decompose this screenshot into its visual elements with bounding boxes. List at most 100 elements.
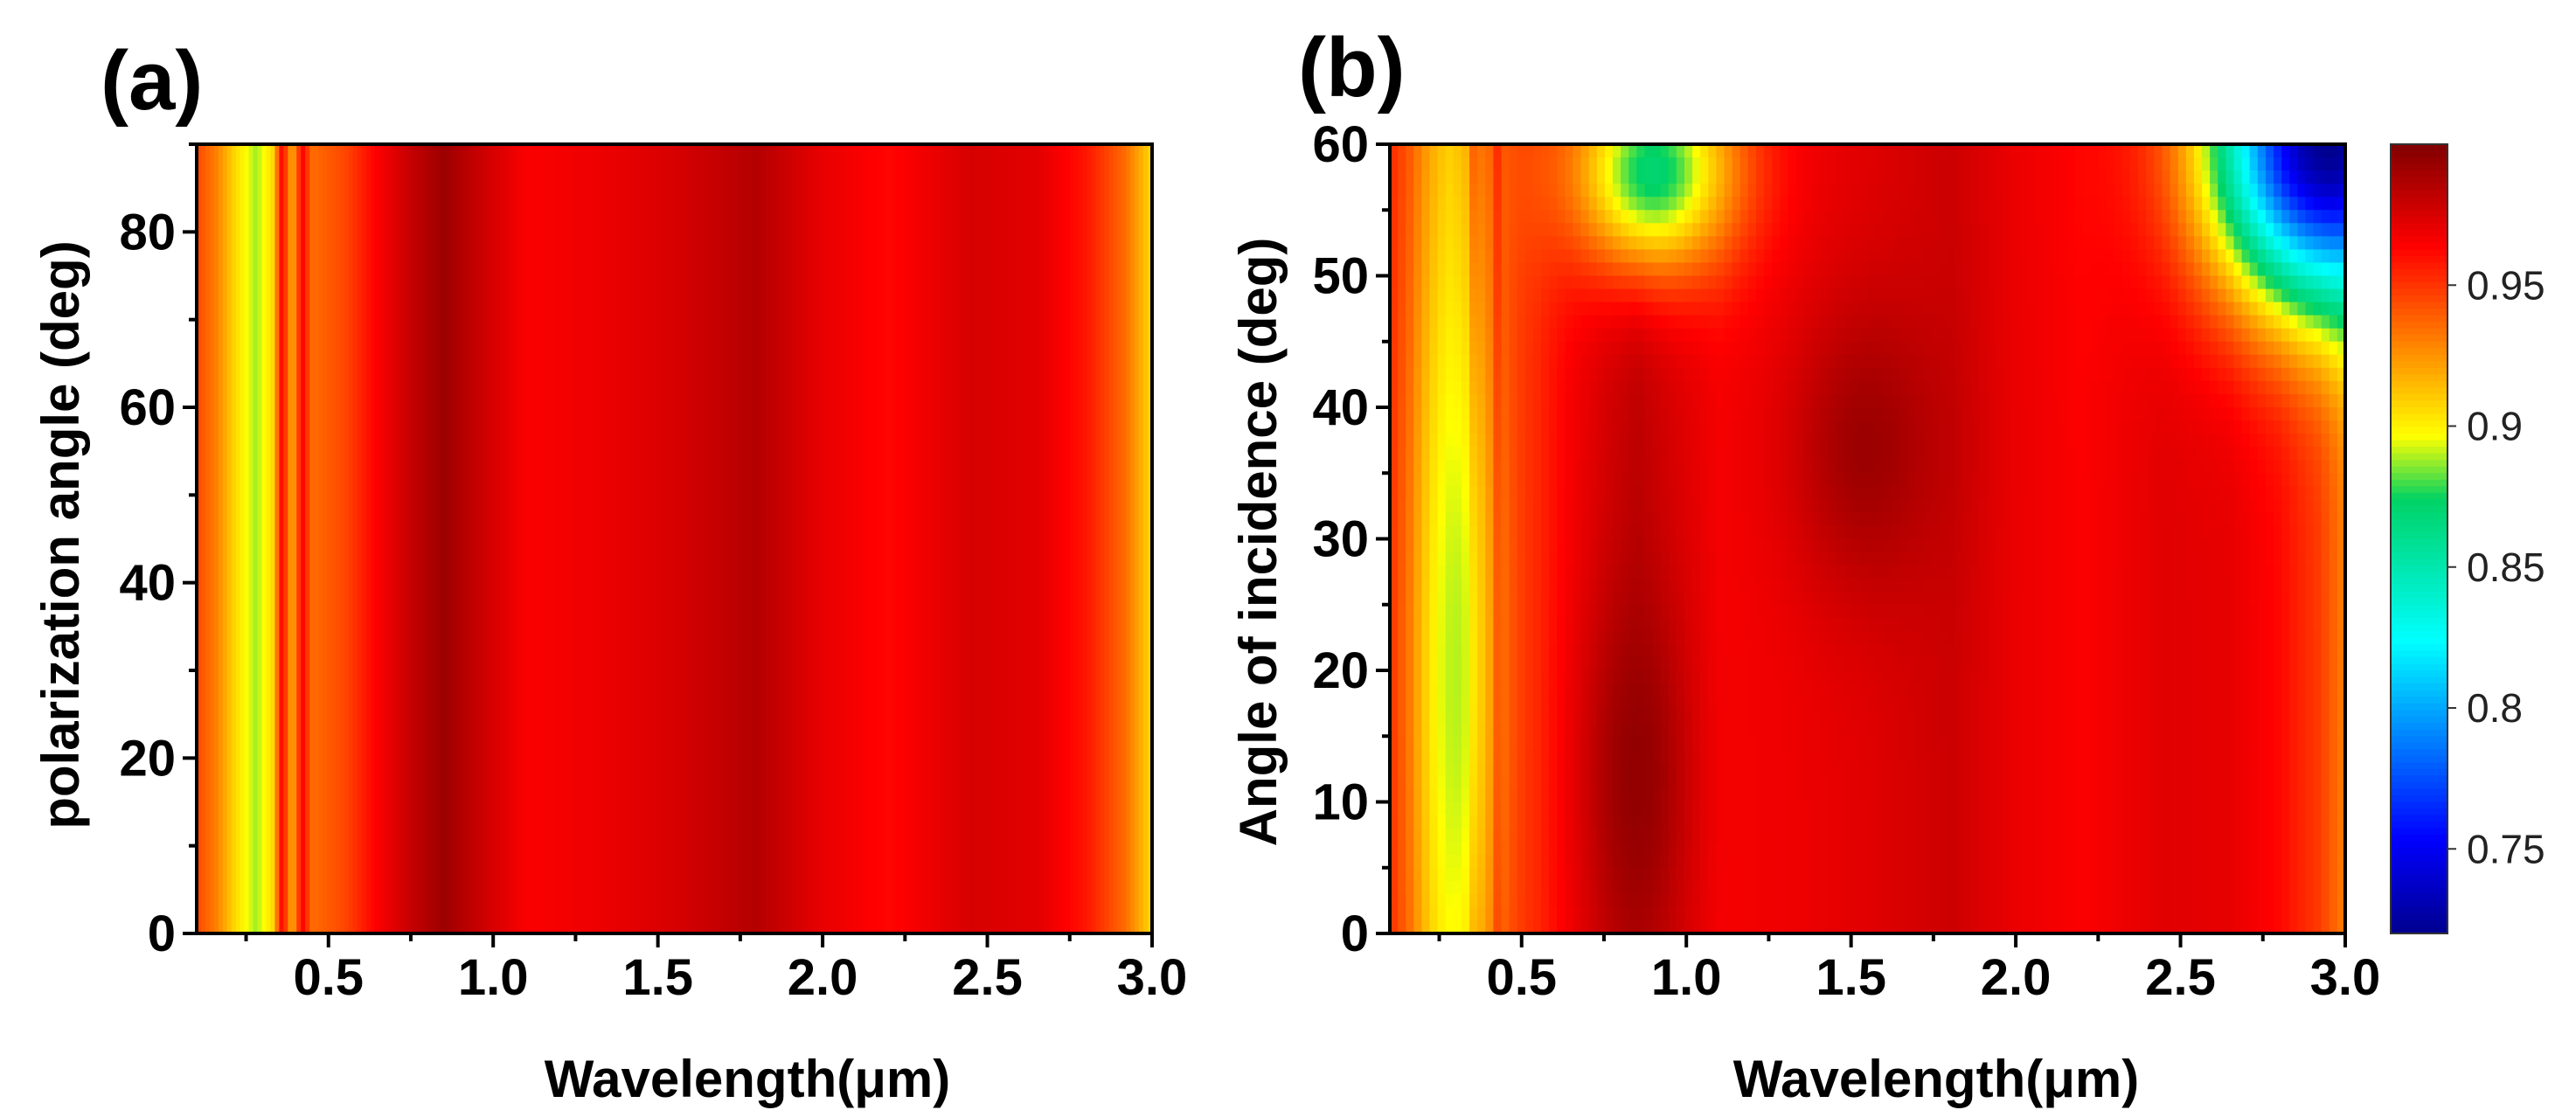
panel-b-heat-cell (2336, 288, 2346, 303)
panel-b-heat-cell (1493, 591, 1503, 606)
panel-b-heat-cell (2305, 486, 2315, 501)
panel-b-heat-cell (2265, 223, 2274, 238)
panel-b-heat-cell (1461, 223, 1470, 238)
panel-b-heat-cell (1708, 591, 1718, 606)
panel-b-heat-cell (1421, 223, 1431, 238)
panel-b-heat-cell (1596, 170, 1606, 184)
panel-b-heat-cell (1541, 499, 1550, 514)
panel-b-heat-cell (2241, 617, 2251, 632)
panel-b-heat-cell (1485, 552, 1495, 566)
panel-b-heat-cell (1692, 354, 1702, 369)
panel-b-heat-cell (1580, 486, 1590, 501)
panel-b-heat-cell (1843, 380, 1853, 395)
panel-b-heat-cell (1732, 315, 1741, 330)
panel-b-heat-cell (1517, 341, 1526, 356)
panel-b-heat-cell (1979, 354, 1988, 369)
panel-b-heat-cell (1875, 538, 1885, 553)
panel-b-heat-cell (1596, 354, 1606, 369)
panel-b-heat-cell (2066, 473, 2076, 488)
panel-b-heat-cell (1509, 236, 1518, 251)
panel-b-heat-cell (1517, 210, 1526, 225)
panel-b-heat-cell (1923, 552, 1933, 566)
panel-b-heat-cell (2154, 144, 2163, 158)
panel-b-heat-cell (1461, 656, 1470, 671)
panel-b-heat-cell (2202, 538, 2211, 553)
panel-b-heat-cell (2026, 315, 2036, 330)
panel-b-heat-cell (2121, 184, 2131, 198)
panel-b-heat-cell (1764, 643, 1773, 658)
panel-b-heat-cell (2274, 538, 2282, 553)
panel-b-heat-cell (1421, 486, 1431, 501)
panel-b-heat-cell (1708, 170, 1718, 184)
panel-b-heat-cell (1628, 393, 1638, 408)
panel-b-heat-cell (2305, 630, 2315, 645)
panel-b-heat-cell (1962, 354, 1972, 369)
panel-b-heat-cell (1588, 157, 1598, 171)
panel-b-heat-cell (1907, 552, 1916, 566)
panel-b-heat-cell (1390, 656, 1399, 671)
panel-b-heat-cell (2249, 617, 2259, 632)
panel-b-heat-cell (1501, 499, 1510, 514)
panel-b-heat-cell (1565, 144, 1574, 158)
panel-b-heat-cell (2034, 262, 2044, 277)
panel-b-heat-cell (2305, 236, 2315, 251)
panel-b-heat-cell (1811, 184, 1821, 198)
panel-b-heat-cell (1891, 275, 1900, 290)
panel-b-heat-cell (1867, 538, 1877, 553)
panel-b-heat-cell (1708, 302, 1718, 316)
panel-b-heat-cell (2321, 315, 2330, 330)
panel-b-heat-cell (1437, 460, 1447, 475)
panel-b-heat-cell (1875, 302, 1885, 316)
panel-b-heat-cell (1803, 578, 1813, 593)
panel-b-heat-cell (1421, 630, 1431, 645)
panel-b-heat-cell (2154, 341, 2163, 356)
panel-b-heat-cell (1390, 275, 1399, 290)
panel-b-heat-cell (2321, 434, 2330, 447)
panel-b-heat-cell (1955, 447, 1964, 461)
panel-b-heat-cell (1859, 552, 1869, 566)
panel-b-heat-cell (2050, 262, 2059, 277)
panel-b-heat-cell (1803, 460, 1813, 475)
panel-b-heat-cell (1962, 210, 1972, 225)
panel-b-heat-cell (1724, 341, 1733, 356)
panel-b-heat-cell (1788, 643, 1797, 658)
panel-b-heat-cell (2114, 565, 2123, 579)
panel-b-heat-cell (2003, 157, 2012, 171)
panel-b-heat-cell (2185, 157, 2195, 171)
panel-b-heat-cell (1421, 552, 1431, 566)
panel-a-heat-cell (826, 144, 832, 933)
panel-b-heat-cell (2305, 223, 2315, 238)
panel-b-heat-cell (1836, 170, 1844, 184)
panel-b-heat-cell (1772, 552, 1781, 566)
panel-b-heat-cell (2121, 460, 2131, 475)
panel-b-heat-cell (2106, 302, 2115, 316)
panel-b-heat-cell (1962, 512, 1972, 527)
panel-b-heat-cell (1843, 197, 1853, 212)
panel-b-heat-cell (1747, 578, 1757, 593)
panel-b-heat-cell (1755, 262, 1765, 277)
panel-b-heat-cell (1621, 552, 1630, 566)
panel-b-heat-cell (1668, 249, 1677, 264)
panel-b-heat-cell (1851, 604, 1861, 619)
panel-b-heat-cell (1501, 157, 1510, 171)
panel-b-heat-cell (2185, 328, 2195, 343)
panel-b-heat-cell (2154, 262, 2163, 277)
panel-b-heat-cell (2018, 328, 2028, 343)
panel-b-heat-cell (2018, 157, 2028, 171)
panel-b-heat-cell (1652, 447, 1662, 461)
panel-b-heat-cell (1580, 262, 1590, 277)
panel-b-heat-cell (1875, 393, 1885, 408)
panel-b-heat-cell (1668, 656, 1677, 671)
panel-b-heat-cell (1979, 302, 1988, 316)
panel-b-heat-cell (2121, 223, 2131, 238)
panel-b-heat-cell (1827, 275, 1837, 290)
panel-b-heat-cell (2233, 341, 2243, 356)
panel-b-heat-cell (2121, 275, 2131, 290)
panel-b-heat-cell (1843, 223, 1853, 238)
panel-b-heat-cell (2018, 591, 2028, 606)
panel-b-heat-cell (2003, 249, 2012, 264)
panel-b-heat-cell (1851, 328, 1861, 343)
panel-b-heat-cell (1859, 434, 1869, 447)
panel-b-heat-cell (2003, 144, 2012, 158)
panel-b-heat-cell (1437, 447, 1447, 461)
